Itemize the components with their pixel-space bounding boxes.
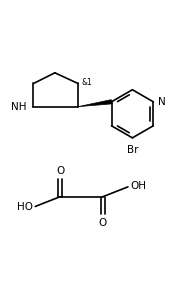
Text: N: N [158,97,165,107]
Text: NH: NH [11,102,27,112]
Text: HO: HO [17,202,33,212]
Text: O: O [99,218,107,228]
Text: &1: &1 [82,78,92,87]
Polygon shape [78,100,112,107]
Text: OH: OH [131,181,147,191]
Text: Br: Br [127,145,138,155]
Text: O: O [56,166,64,176]
